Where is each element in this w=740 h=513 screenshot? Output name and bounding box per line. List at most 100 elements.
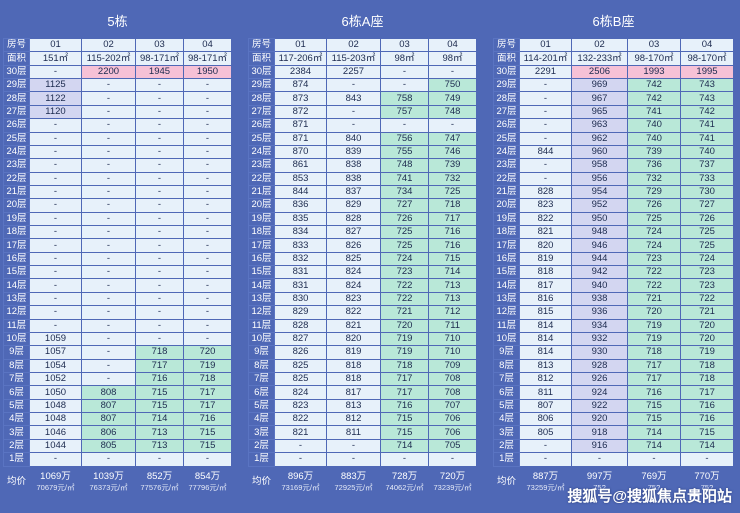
avg-cell: 883万 72925元/㎡ [327,466,381,498]
price-cell: 932 [571,331,628,347]
floor-row: 9层 1057-718 720 [3,345,232,360]
floor-row: 7层 825 818 717 708 [248,371,477,387]
price-cell: 725 [680,225,734,240]
price-cell: 836 [274,198,327,213]
floor-row: 15层 - - - - [3,265,232,280]
price-cell: 926 [571,371,628,387]
price-cell: 805 [519,425,572,440]
floor-row: 29层 874- -750 [248,78,477,93]
price-cell: 741 [627,104,681,120]
floor-label: 25层 [493,131,520,146]
price-cell: - [135,144,184,160]
price-cell: 715 [380,412,429,427]
price-cell: - [135,78,184,93]
price-cell: 716 [428,238,477,253]
price-cell: 749 [428,91,477,106]
price-cell: 1048 [29,398,82,414]
price-cell: 718 [428,198,477,213]
price-cell: - [183,305,232,320]
floor-label: 22层 [248,171,275,186]
price-cell: 719 [380,331,429,347]
price-cell: 1046 [29,425,82,440]
price-cell: 821 [274,425,327,440]
floor-row: 8层 825 818 718 709 [248,358,477,373]
price-cell: 822 [326,305,381,320]
price-cell: - [519,131,572,146]
price-cell: - [29,225,82,240]
price-cell: 2257 [326,64,381,80]
price-cell: 708 [428,385,477,400]
avg-total: 1039万 [93,471,124,483]
floor-row: 1层 - - - - [493,452,734,467]
price-cell: - [29,211,82,227]
price-cell: 818 [326,371,381,387]
avg-unit: 76373元/㎡ [89,483,128,493]
price-cell: - [135,225,184,240]
floor-label: 15层 [248,265,275,280]
avg-row: 均价 887万 73259元/㎡ 997万 75? 769万 75? 770万 75? [494,466,734,498]
area-row: 面积 117-206㎡ 115-203㎡ 98㎡ 98㎡ [248,51,477,66]
floor-label: 8层 [248,358,275,373]
price-cell: 715 [135,398,184,414]
floor-label: 4层 [493,412,520,427]
price-cell: 742 [627,78,681,93]
price-cell: 737 [680,158,734,173]
price-cell: 729 [627,184,681,200]
floor-row: 25层 871 840 756 747 [248,131,477,146]
price-cell: 853 [274,171,327,186]
price-cell: 718 [380,358,429,373]
floor-label: 12层 [3,305,30,320]
price-cell: 757 [380,104,429,120]
floor-row: 15层 818 942 722 723 [493,265,734,280]
price-cell: - [135,171,184,186]
price-cell: 940 [571,278,628,293]
price-cell: 720 [680,318,734,333]
room-number: 02 [81,37,136,53]
floor-label: 18层 [3,225,30,240]
price-cell: - [380,118,429,133]
floor-row: 4层 822 812 715 706 [248,412,477,427]
price-cell: - [81,144,136,160]
floor-label: 7层 [493,371,520,387]
price-cell: - [135,184,184,200]
price-cell: 944 [571,251,628,267]
price-cell: 861 [274,158,327,173]
price-cell: - [183,291,232,307]
floor-label: 17层 [3,238,30,253]
floor-row: 21层 844 837 734 725 [248,184,477,200]
area-value: 98-171㎡ [183,51,232,66]
price-cell: - [81,211,136,227]
floor-label: 4层 [3,412,30,427]
floor-row: 13层 - - - - [3,291,232,307]
floor-label: 26层 [493,118,520,133]
floor-label: 14层 [493,278,520,293]
price-cell: 969 [571,78,628,93]
room-number: 04 [680,37,734,53]
price-cell: - [135,251,184,267]
price-cell: 844 [274,184,327,200]
price-cell: 721 [380,305,429,320]
avg-row: 均价 896万 73169元/㎡ 883万 72925元/㎡ 728万 74062元/㎡ 72… [249,466,477,498]
floor-row: 29层 -969 742 743 [493,78,734,93]
price-table: 房号 01 02 03 04 面积 114-201㎡ 132-233㎡ 98-170㎡ 98-17… [493,37,734,498]
price-cell: 1057 [29,345,82,360]
price-cell: 748 [380,158,429,173]
price-cell: - [29,131,82,146]
floor-label: 21层 [493,184,520,200]
floor-row: 10层 1059- - - [3,331,232,347]
avg-label: 均价 [251,476,271,488]
floor-label: 10层 [493,331,520,347]
price-cell: 747 [428,131,477,146]
floor-label: 5层 [493,398,520,414]
price-cell: - [81,371,136,387]
price-cell: - [81,318,136,333]
price-cell: 716 [380,398,429,414]
floor-label: 6层 [3,385,30,400]
floor-label: 22层 [493,171,520,186]
floor-row: 17层 820 946 724 725 [493,238,734,253]
price-cell: - [135,198,184,213]
price-cell: 965 [571,104,628,120]
price-cell: 823 [274,398,327,414]
price-cell: 716 [680,412,734,427]
price-table: 房号 01 02 03 04 面积 117-206㎡ 115-203㎡ 98㎡ 98㎡ 30层 238… [248,37,477,498]
